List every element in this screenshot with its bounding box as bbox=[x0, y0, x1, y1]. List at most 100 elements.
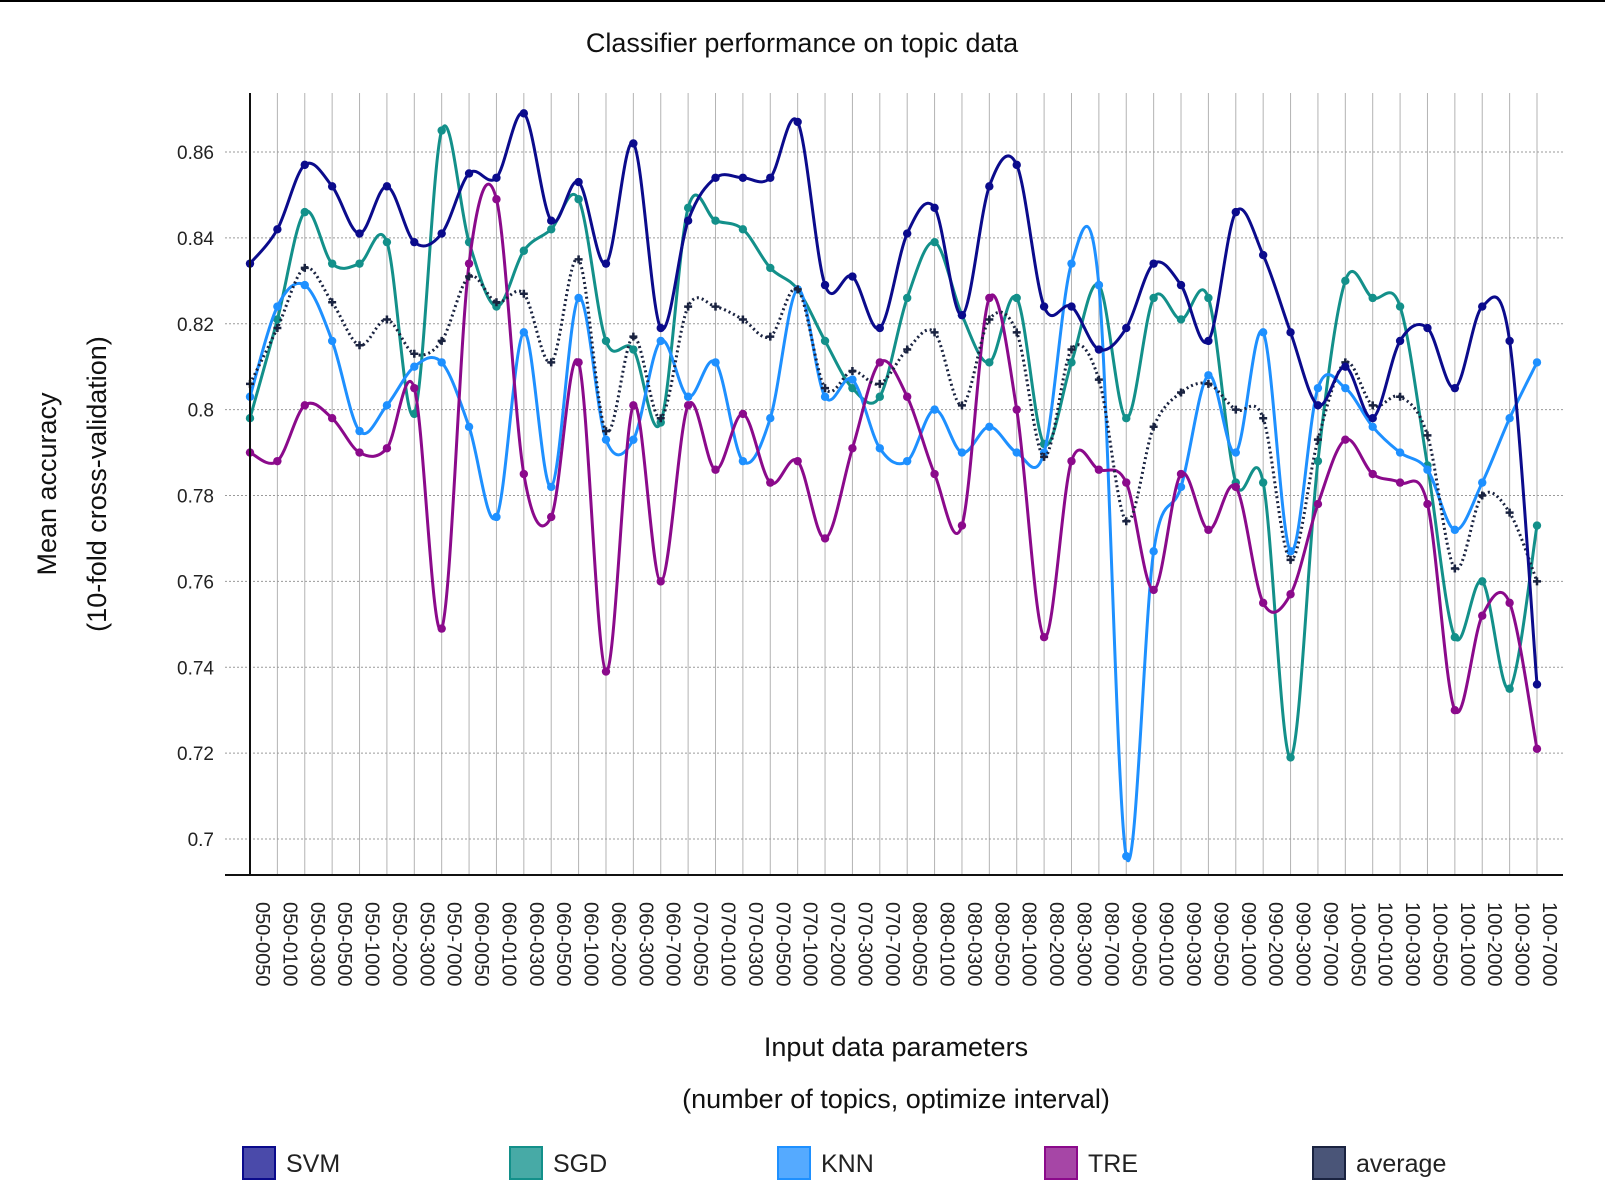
data-point bbox=[683, 203, 693, 213]
data-point bbox=[1204, 525, 1213, 535]
series-average bbox=[246, 255, 1541, 586]
data-point bbox=[1313, 456, 1323, 466]
x-tick-label: 090-7000 bbox=[1319, 902, 1341, 987]
x-tick-label: 080-0300 bbox=[963, 902, 985, 987]
y-axis-subtitle: (10-fold cross-validation) bbox=[82, 336, 112, 632]
data-point bbox=[300, 207, 309, 217]
data-point bbox=[300, 280, 309, 290]
data-point bbox=[327, 414, 337, 423]
data-point bbox=[327, 182, 337, 191]
x-tick-label: 060-7000 bbox=[662, 902, 684, 987]
data-point bbox=[656, 336, 665, 346]
data-point bbox=[1533, 577, 1541, 586]
legend-label: TRE bbox=[1088, 1150, 1138, 1178]
data-point bbox=[629, 139, 638, 148]
legend-swatch bbox=[1312, 1146, 1346, 1180]
data-point bbox=[1286, 590, 1295, 599]
data-point bbox=[1286, 753, 1295, 762]
data-point bbox=[1395, 302, 1405, 311]
data-point bbox=[656, 323, 665, 333]
data-point bbox=[355, 229, 364, 238]
x-tick-label: 070-1000 bbox=[799, 902, 821, 987]
data-point bbox=[1204, 379, 1213, 388]
data-point bbox=[547, 216, 556, 225]
data-point bbox=[875, 444, 885, 453]
data-point bbox=[300, 401, 309, 410]
data-point bbox=[1039, 302, 1049, 311]
data-point bbox=[355, 341, 364, 350]
x-tick-label: 080-0500 bbox=[990, 902, 1012, 987]
data-point bbox=[1341, 435, 1350, 444]
x-tick-label: 100-0050 bbox=[1346, 902, 1368, 987]
data-point bbox=[1505, 414, 1514, 423]
data-point bbox=[1313, 401, 1323, 410]
data-point bbox=[1395, 448, 1405, 457]
data-point bbox=[848, 272, 857, 281]
data-point bbox=[601, 336, 611, 346]
x-tick-label: 100-0300 bbox=[1401, 902, 1423, 987]
x-tick-label: 050-7000 bbox=[443, 902, 465, 987]
data-point bbox=[629, 401, 638, 410]
y-tick-label: 0.76 bbox=[177, 572, 214, 593]
data-point bbox=[1341, 362, 1350, 371]
x-tick-label: 100-0100 bbox=[1374, 902, 1396, 987]
y-tick-label: 0.72 bbox=[177, 744, 214, 765]
data-point bbox=[300, 263, 309, 272]
data-point bbox=[1478, 611, 1487, 620]
data-point bbox=[848, 444, 857, 453]
data-point bbox=[437, 358, 446, 367]
data-point bbox=[465, 272, 474, 281]
data-point bbox=[711, 302, 720, 311]
data-point bbox=[273, 315, 282, 324]
data-point bbox=[574, 177, 583, 187]
x-tick-label: 070-0050 bbox=[689, 902, 711, 987]
series-svm bbox=[245, 109, 1542, 689]
data-point bbox=[683, 401, 693, 410]
x-tick-label: 100-0500 bbox=[1428, 902, 1450, 987]
x-tick-label: 100-1000 bbox=[1456, 902, 1478, 987]
x-tick-label: 080-3000 bbox=[1072, 902, 1094, 987]
data-point bbox=[437, 624, 446, 633]
x-tick-label: 100-2000 bbox=[1483, 902, 1505, 987]
data-point bbox=[1450, 525, 1460, 535]
data-point bbox=[519, 289, 528, 298]
x-tick-label: 050-3000 bbox=[415, 902, 437, 987]
data-point bbox=[1450, 632, 1460, 642]
data-point bbox=[656, 414, 665, 423]
data-point bbox=[1012, 160, 1021, 170]
data-point bbox=[711, 358, 720, 367]
data-point bbox=[957, 448, 967, 457]
data-point bbox=[629, 332, 638, 341]
data-point bbox=[766, 478, 775, 487]
data-point bbox=[1012, 405, 1021, 414]
data-point bbox=[1313, 435, 1322, 444]
x-tick-label: 050-1000 bbox=[361, 902, 383, 987]
data-point bbox=[1176, 280, 1186, 290]
y-tick-label: 0.82 bbox=[177, 315, 214, 336]
data-point bbox=[1094, 345, 1104, 354]
data-point bbox=[1149, 293, 1158, 303]
data-point bbox=[547, 358, 556, 367]
data-point bbox=[1258, 598, 1268, 608]
data-point bbox=[1231, 207, 1240, 217]
legend-item-average: average bbox=[1312, 1146, 1446, 1180]
data-point bbox=[574, 358, 583, 367]
data-point bbox=[1505, 336, 1514, 346]
data-point bbox=[1532, 521, 1542, 530]
x-tick-label: 060-0100 bbox=[497, 902, 519, 987]
data-point bbox=[1450, 564, 1459, 573]
data-point bbox=[464, 259, 474, 268]
data-point bbox=[574, 195, 583, 204]
data-point bbox=[711, 173, 720, 182]
data-point bbox=[711, 465, 720, 474]
legend-label: SGD bbox=[553, 1150, 607, 1178]
data-point bbox=[738, 456, 748, 466]
data-point bbox=[1423, 499, 1432, 509]
data-point bbox=[410, 237, 419, 247]
data-point bbox=[766, 414, 775, 423]
x-tick-label: 060-2000 bbox=[607, 902, 629, 987]
data-point bbox=[683, 392, 693, 401]
series-knn bbox=[245, 224, 1542, 862]
data-point bbox=[1286, 555, 1295, 564]
